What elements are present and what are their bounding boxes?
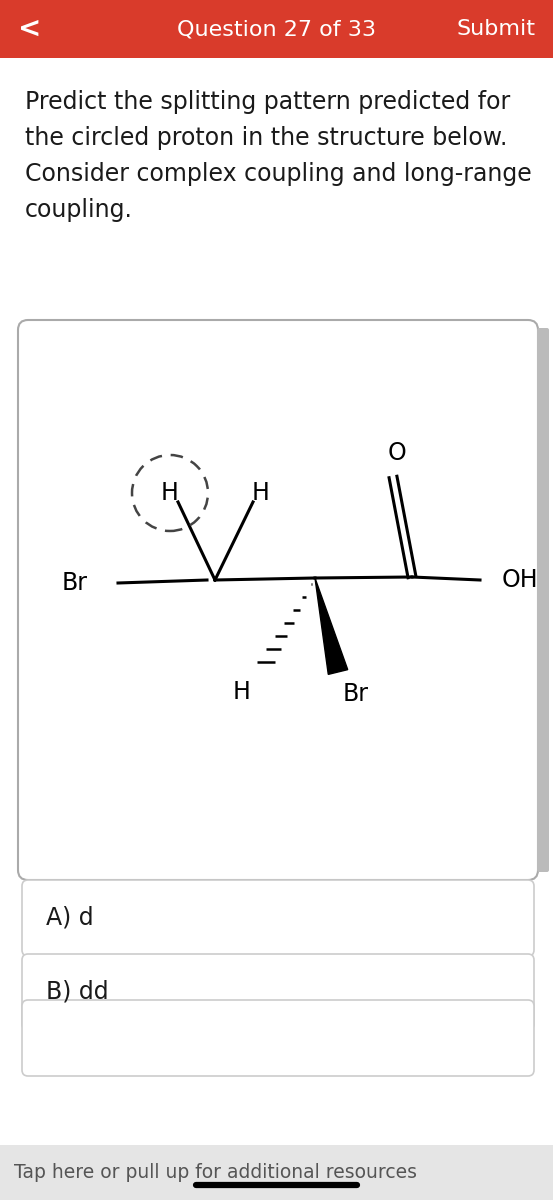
Polygon shape <box>315 578 348 674</box>
Text: coupling.: coupling. <box>25 198 133 222</box>
Text: B) dd: B) dd <box>46 980 108 1004</box>
Text: A) d: A) d <box>46 906 93 930</box>
Text: Br: Br <box>343 682 369 706</box>
Text: the circled proton in the structure below.: the circled proton in the structure belo… <box>25 126 507 150</box>
Bar <box>0 1145 553 1200</box>
Text: H: H <box>161 481 179 505</box>
Text: <: < <box>18 14 41 43</box>
Text: H: H <box>233 680 251 704</box>
Text: Br: Br <box>62 571 88 595</box>
Text: OH: OH <box>502 568 539 592</box>
Text: O: O <box>388 440 406 464</box>
FancyBboxPatch shape <box>22 954 534 1030</box>
FancyBboxPatch shape <box>22 1000 534 1076</box>
FancyBboxPatch shape <box>18 320 538 880</box>
Text: Question 27 of 33: Question 27 of 33 <box>177 19 376 38</box>
Text: Predict the splitting pattern predicted for: Predict the splitting pattern predicted … <box>25 90 510 114</box>
FancyBboxPatch shape <box>22 880 534 956</box>
Bar <box>0 0 553 58</box>
Text: Tap here or pull up for additional resources: Tap here or pull up for additional resou… <box>14 1163 417 1182</box>
Text: H: H <box>252 481 270 505</box>
Text: Submit: Submit <box>456 19 535 38</box>
FancyBboxPatch shape <box>537 328 549 872</box>
Text: Consider complex coupling and long-range: Consider complex coupling and long-range <box>25 162 532 186</box>
